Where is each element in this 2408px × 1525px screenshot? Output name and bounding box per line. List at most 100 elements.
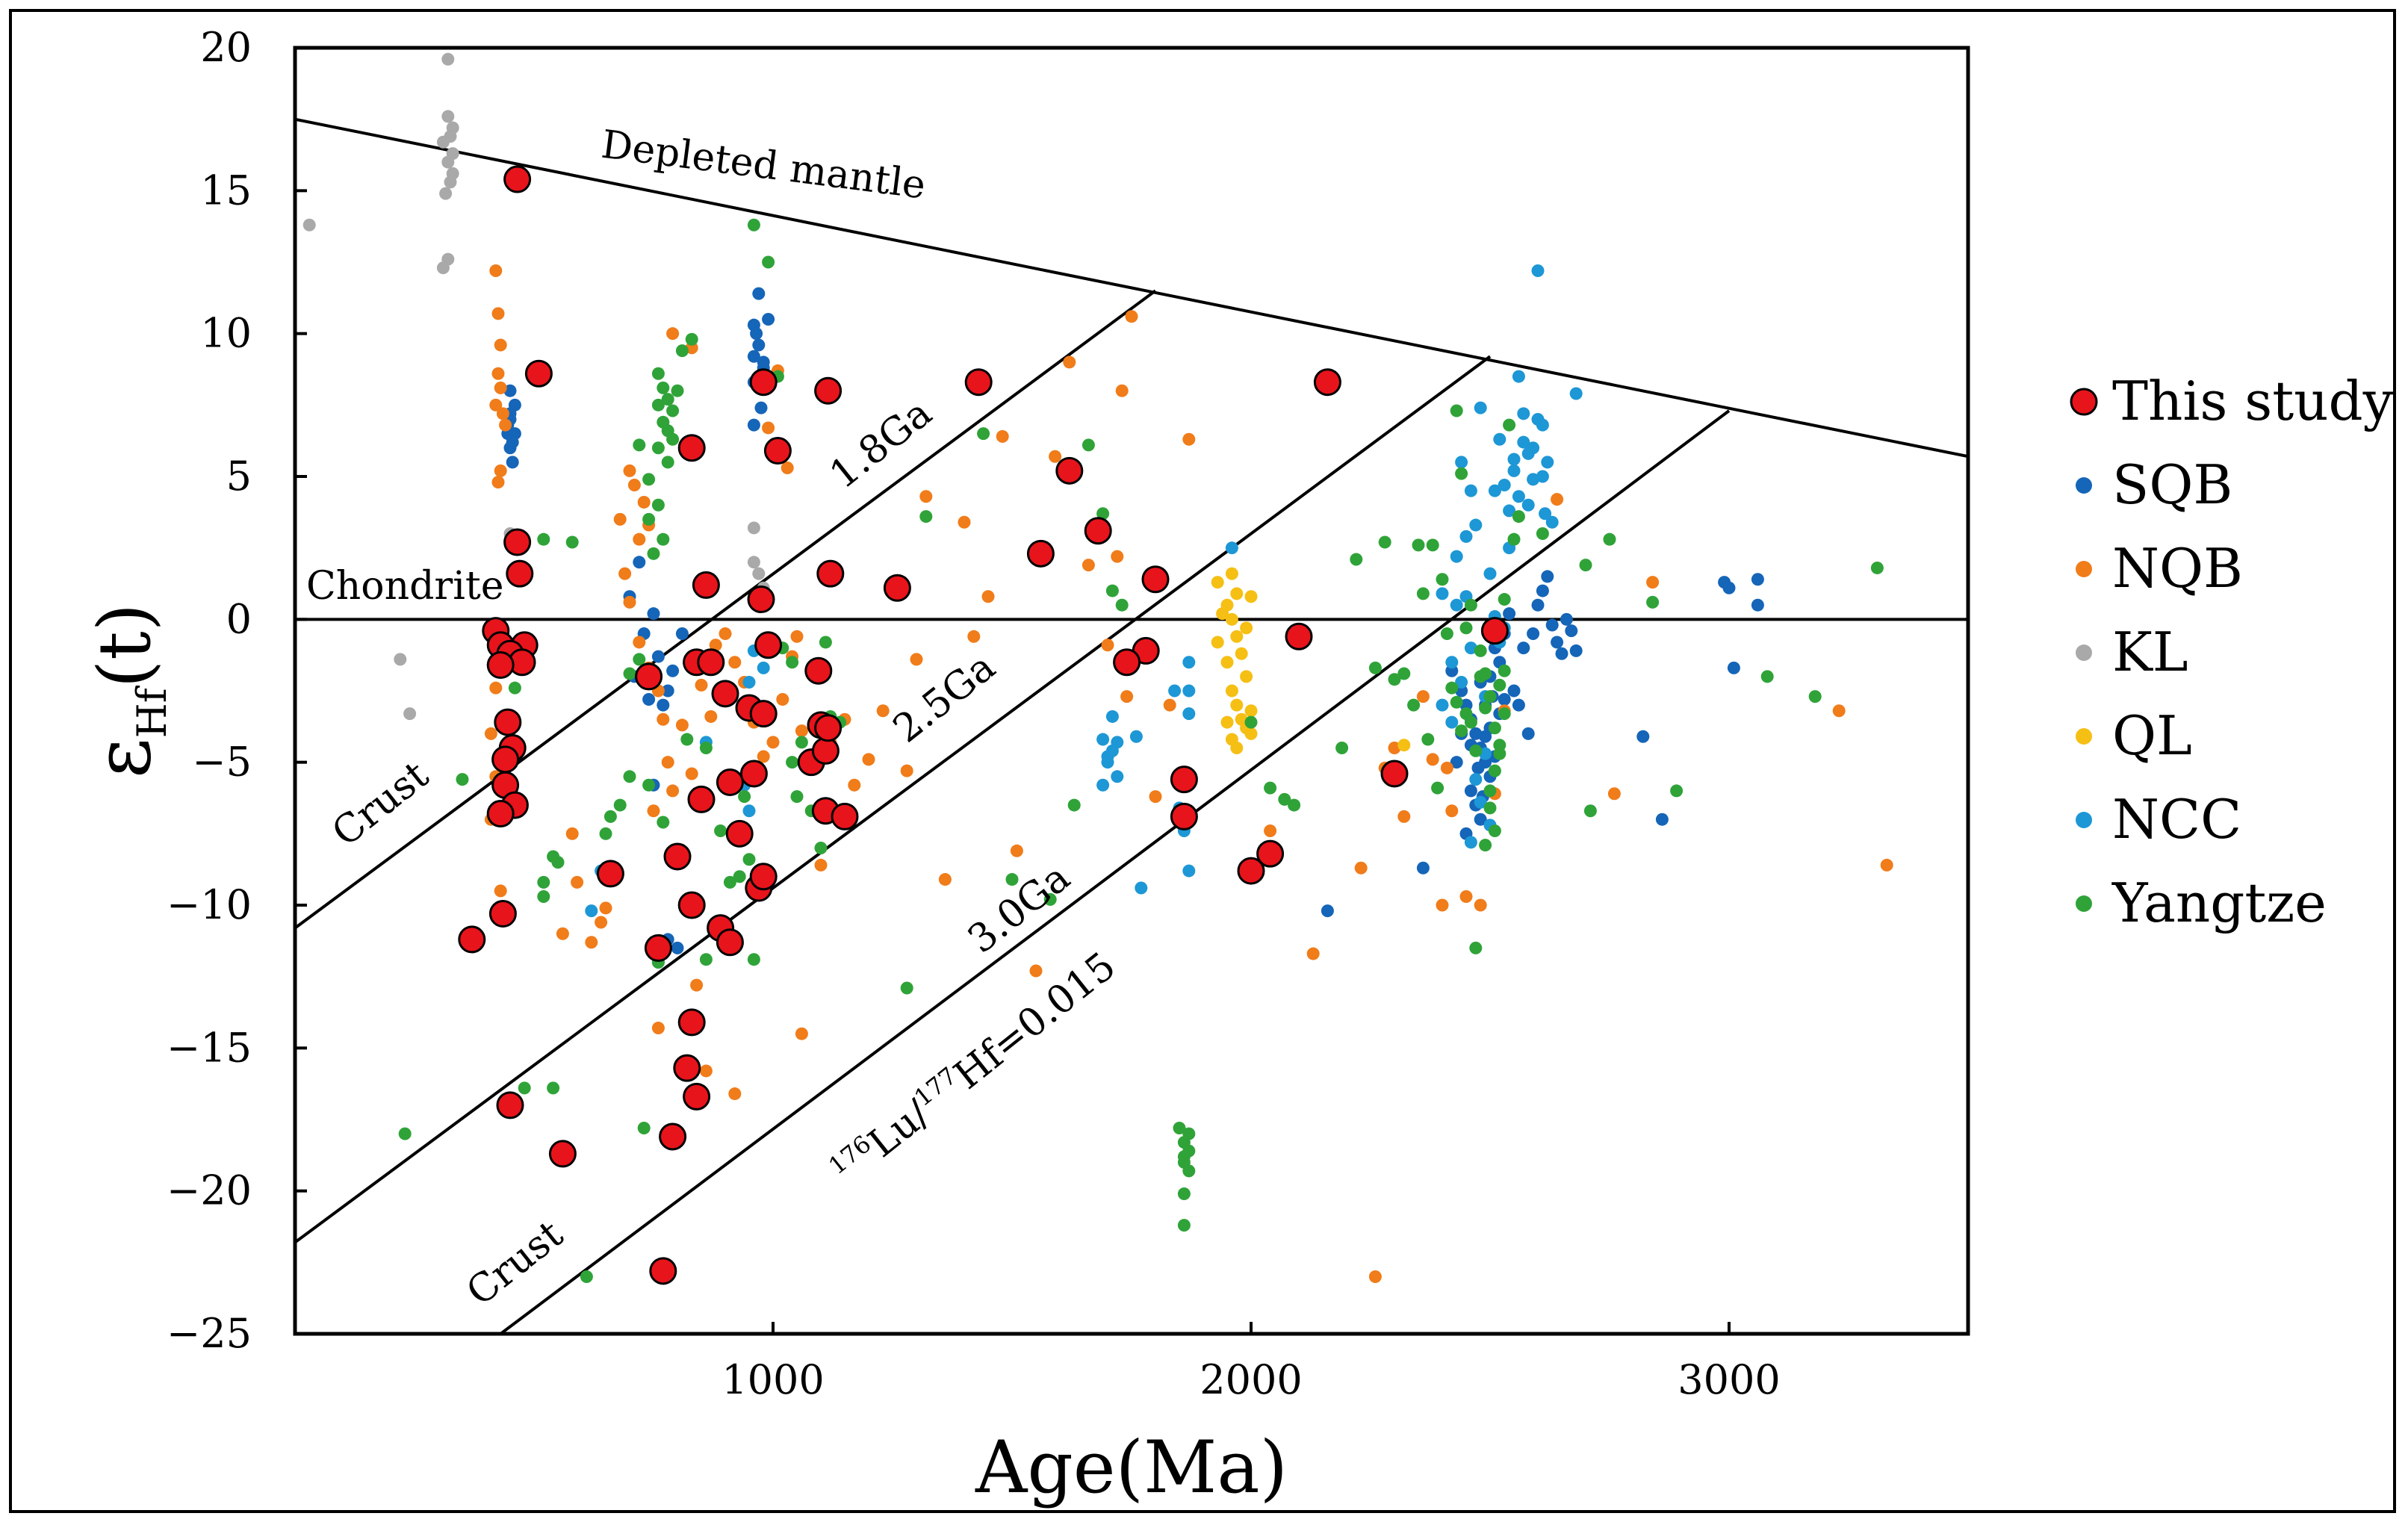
figure-frame [9,9,2396,1513]
point-sqb [762,313,775,326]
point-yangtze [547,1081,560,1095]
point-sqb [657,698,670,712]
point-this-study [677,1008,706,1037]
point-nqb [685,767,698,780]
y-tick-label: 15 [200,167,252,214]
point-yangtze [699,742,713,755]
point-yangtze [565,535,579,549]
point-yangtze [1350,553,1363,566]
point-yangtze [456,773,469,786]
point-yangtze [1483,801,1497,815]
point-this-study [683,1082,711,1111]
point-ql [1220,715,1234,729]
point-yangtze [1431,781,1445,795]
point-this-study [649,1257,677,1285]
point-ncc [1445,656,1459,669]
point-nqb [996,429,1009,443]
point-nqb [1182,432,1196,446]
point-nqb [496,407,509,420]
point-ncc [1512,490,1525,503]
point-nqb [494,464,507,477]
point-sqb [1555,647,1568,660]
point-nqb [1115,384,1129,397]
point-nqb [491,476,505,489]
point-nqb [599,901,612,915]
point-kl [394,653,407,666]
point-sqb [1722,581,1736,594]
point-nqb [1474,898,1487,912]
point-nqb [1459,890,1473,904]
point-nqb [1354,861,1368,875]
point-ncc [1455,456,1468,469]
point-yangtze [795,736,808,749]
point-sqb [666,664,680,677]
point-this-study [814,714,843,742]
point-this-study [883,574,911,602]
point-nqb [938,873,952,886]
point-ncc [1507,453,1521,466]
point-sqb [1321,904,1334,918]
point-yangtze [1493,678,1506,692]
data-points [302,52,1893,1285]
point-yangtze [1096,507,1110,521]
point-this-study [716,768,744,796]
point-nqb [666,327,680,341]
point-ncc [1436,587,1449,600]
point-ncc [1536,470,1549,483]
point-sqb [754,401,768,414]
point-ql [1240,670,1253,683]
point-yangtze [1450,404,1463,417]
point-sqb [671,941,684,954]
point-nqb [958,515,971,529]
point-ql [1397,739,1411,752]
legend-marker-sqb [2076,477,2092,494]
point-nqb [1368,1270,1382,1283]
point-nqb [623,464,636,477]
point-nqb [489,264,503,277]
point-ncc [757,661,770,674]
point-nqb [1397,810,1411,823]
point-kl [446,147,459,161]
point-sqb [1512,698,1525,712]
point-yangtze [900,981,913,995]
point-this-study [749,368,778,397]
point-yangtze [786,656,799,669]
point-yangtze [1177,1219,1191,1232]
legend-label-kl: KL [2112,621,2188,683]
legend-marker-kl [2076,645,2092,661]
point-yangtze [1445,681,1459,695]
point-yangtze [1278,792,1291,806]
point-yangtze [508,681,521,695]
point-nqb [595,916,608,929]
point-ql [1244,704,1258,718]
point-yangtze [642,473,656,486]
point-ncc [742,676,756,689]
point-sqb [661,684,674,698]
point-yangtze [1182,1164,1196,1178]
point-this-study [677,434,706,462]
point-nqb [1436,898,1449,912]
y-tick-label: 0 [226,595,252,642]
point-this-study [697,648,725,677]
point-nqb [571,875,584,889]
point-yangtze [599,827,612,840]
depleted-mantle-label: Depleted mantle [599,122,928,208]
point-ncc [1531,412,1545,426]
point-yangtze [651,441,665,455]
point-ql [1230,587,1244,600]
point-ql [1230,698,1244,712]
point-this-study [692,571,720,599]
point-nqb [661,756,674,769]
x-tick-label: 2000 [1200,1356,1302,1403]
point-nqb [1149,790,1162,804]
point-this-study [677,891,706,919]
y-tick-label: 10 [200,310,252,357]
x-axis-title: Age(Ma) [975,1426,1288,1509]
point-yangtze [723,875,736,889]
legend-label-yangtze: Yangtze [2111,872,2327,934]
point-nqb [814,858,828,872]
point-this-study [506,559,534,588]
point-yangtze [1416,587,1430,600]
point-sqb [1416,861,1430,875]
point-sqb [1727,661,1740,674]
